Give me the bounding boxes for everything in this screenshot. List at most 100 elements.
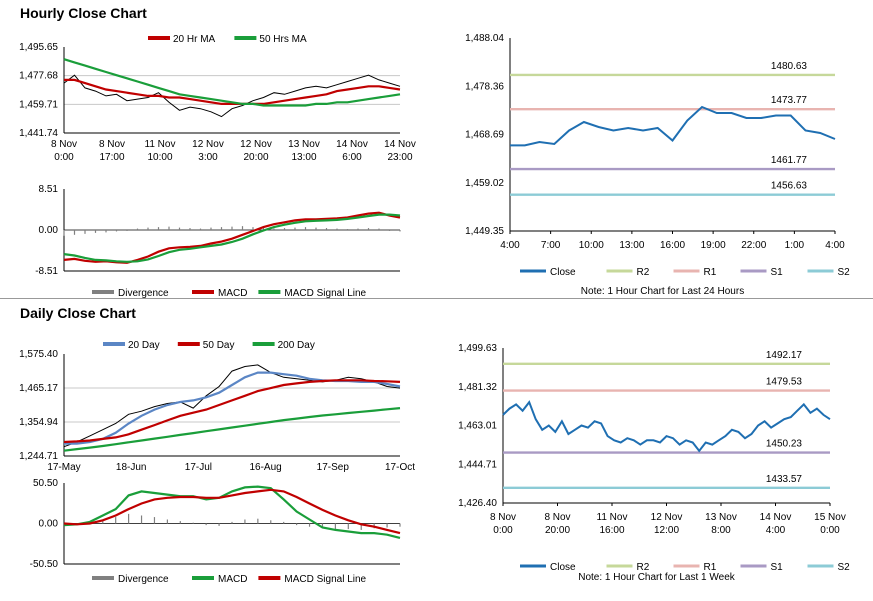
hourly_price-legend-label: 50 Hrs MA xyxy=(259,34,307,45)
daily_levels-legend-label: S2 xyxy=(838,562,851,573)
hourly_levels-xtick-label: 7:00 xyxy=(541,240,561,251)
section-divider xyxy=(0,298,873,299)
hourly_macd-ytick-label: 8.51 xyxy=(39,184,59,195)
hourly_price-xtick-label: 0:00 xyxy=(54,152,74,163)
daily_levels-xtick-label: 4:00 xyxy=(766,525,786,536)
daily_price-legend-label: 20 Day xyxy=(128,340,160,351)
hourly_levels-legend-label: R2 xyxy=(637,267,650,278)
hourly_macd-legend-label: Divergence xyxy=(118,288,169,299)
daily_levels-xtick-label: 12:00 xyxy=(654,525,679,536)
hourly_price-xtick-label: 6:00 xyxy=(342,152,362,163)
daily_levels-legend-label: S1 xyxy=(771,562,784,573)
daily_price-ytick-label: 1,354.94 xyxy=(19,417,58,428)
hourly_macd-legend-label: MACD Signal Line xyxy=(284,288,366,299)
daily_levels-xtick-label: 8 Nov xyxy=(544,512,570,523)
hourly_macd-series-macd xyxy=(63,211,401,264)
hourly_levels-xtick-label: 10:00 xyxy=(579,240,604,251)
hourly_levels-ytick-label: 1,478.36 xyxy=(465,81,504,92)
hourly_levels-xtick-label: 22:00 xyxy=(741,240,766,251)
daily_levels-level-label: 1433.57 xyxy=(766,474,803,485)
daily_levels-level-label: 1479.53 xyxy=(766,377,803,388)
hourly_price-xtick-label: 10:00 xyxy=(147,152,172,163)
daily_price-legend-label: 50 Day xyxy=(203,340,235,351)
daily_levels-xtick-label: 13 Nov xyxy=(705,512,737,523)
hourly_price-xtick-label: 14 Nov xyxy=(336,139,368,150)
daily_price-xtick-label: 17-Oct xyxy=(385,462,415,473)
daily_macd-legend-label: MACD Signal Line xyxy=(284,574,366,585)
hourly_levels-level-label: 1473.77 xyxy=(771,95,808,106)
hourly_price-xtick-label: 8 Nov xyxy=(99,139,125,150)
hourly_levels-xtick-label: 13:00 xyxy=(619,240,644,251)
daily_price-xtick-label: 17-Sep xyxy=(317,462,350,473)
daily_macd-series-macd xyxy=(63,485,401,539)
hourly_levels-legend-label: Close xyxy=(550,267,576,278)
daily_levels-xtick-label: 16:00 xyxy=(599,525,624,536)
hourly_levels-ytick-label: 1,468.69 xyxy=(465,130,504,141)
hourly_price-xtick-label: 17:00 xyxy=(99,152,124,163)
daily_levels-xtick-label: 20:00 xyxy=(545,525,570,536)
daily_price-xtick-label: 17-May xyxy=(47,462,80,473)
daily_levels-xtick-label: 0:00 xyxy=(493,525,513,536)
daily_price-series-20-day xyxy=(64,371,401,445)
daily_levels-ytick-label: 1,499.63 xyxy=(458,343,497,354)
hourly_macd-legend-label: MACD xyxy=(218,288,247,299)
hourly_levels-xtick-label: 4:00 xyxy=(825,240,845,251)
hourly_price-xtick-label: 23:00 xyxy=(387,152,412,163)
daily_levels-legend-label: R2 xyxy=(637,562,650,573)
hourly_price-xtick-label: 13:00 xyxy=(291,152,316,163)
daily_levels-ytick-label: 1,463.01 xyxy=(458,421,497,432)
hourly_price-ytick-label: 1,495.65 xyxy=(19,42,58,53)
hourly_price-series-20-hr-ma xyxy=(64,78,401,106)
daily_levels-ytick-label: 1,444.71 xyxy=(458,459,497,470)
hourly_price-xtick-label: 3:00 xyxy=(198,152,218,163)
daily_price-xtick-label: 17-Jul xyxy=(185,462,212,473)
daily_levels-close-line xyxy=(502,400,831,453)
daily_levels-xtick-label: 14 Nov xyxy=(760,512,792,523)
hourly_price-xtick-label: 11 Nov xyxy=(145,139,176,150)
hourly_levels-close-line xyxy=(510,105,836,147)
daily_levels-xtick-label: 8 Nov xyxy=(490,512,516,523)
hourly_price-xtick-label: 20:00 xyxy=(243,152,268,163)
hourly_levels-xtick-label: 4:00 xyxy=(500,240,520,251)
daily_price-series-50-day xyxy=(63,379,401,444)
daily-section-title: Daily Close Chart xyxy=(20,305,136,321)
hourly_levels-note: Note: 1 Hour Chart for Last 24 Hours xyxy=(581,286,744,297)
hourly_levels-ytick-label: 1,459.02 xyxy=(465,178,504,189)
hourly_levels-xtick-label: 1:00 xyxy=(785,240,805,251)
hourly_levels-legend-label: S1 xyxy=(771,267,784,278)
hourly_levels-ytick-label: 1,449.35 xyxy=(465,226,504,237)
daily_macd-series-macd-signal-line xyxy=(63,488,401,535)
daily_levels-xtick-label: 0:00 xyxy=(820,525,840,536)
daily_levels-level-label: 1492.17 xyxy=(766,350,803,361)
hourly-section-title: Hourly Close Chart xyxy=(20,5,147,21)
hourly_macd-series-macd-signal-line xyxy=(63,213,401,263)
daily_levels-legend-label: R1 xyxy=(704,562,717,573)
daily_levels-legend-label: Close xyxy=(550,562,576,573)
daily_levels-xtick-label: 11 Nov xyxy=(597,512,628,523)
hourly_price-xtick-label: 12 Nov xyxy=(192,139,224,150)
hourly_levels-xtick-label: 19:00 xyxy=(701,240,726,251)
hourly_levels-level-label: 1461.77 xyxy=(771,155,808,166)
daily_macd-legend-label: MACD xyxy=(218,574,247,585)
hourly_levels-xtick-label: 16:00 xyxy=(660,240,685,251)
daily_price-ytick-label: 1,465.17 xyxy=(19,383,58,394)
daily_price-ytick-label: 1,575.40 xyxy=(19,349,58,360)
daily_price-xtick-label: 16-Aug xyxy=(249,462,281,473)
daily_macd-ytick-label: 50.50 xyxy=(33,478,58,489)
hourly_levels-legend-label: S2 xyxy=(838,267,851,278)
hourly_levels-legend-label: R1 xyxy=(704,267,717,278)
daily_price-ytick-label: 1,244.71 xyxy=(19,451,58,462)
hourly_price-xtick-label: 14 Nov xyxy=(384,139,416,150)
hourly_price-xtick-label: 12 Nov xyxy=(240,139,272,150)
daily_levels-ytick-label: 1,426.40 xyxy=(458,498,497,509)
daily_macd-ytick-label: -50.50 xyxy=(30,559,59,570)
daily_levels-level-label: 1450.23 xyxy=(766,439,803,450)
daily_price-xtick-label: 18-Jun xyxy=(116,462,147,473)
daily_price-series-200-day xyxy=(63,407,401,452)
daily_levels-xtick-label: 15 Nov xyxy=(814,512,846,523)
daily_levels-note: Note: 1 Hour Chart for Last 1 Week xyxy=(578,572,736,583)
daily_price-legend-label: 200 Day xyxy=(278,340,315,351)
daily_macd-ytick-label: 0.00 xyxy=(39,519,59,530)
hourly_price-xtick-label: 8 Nov xyxy=(51,139,77,150)
